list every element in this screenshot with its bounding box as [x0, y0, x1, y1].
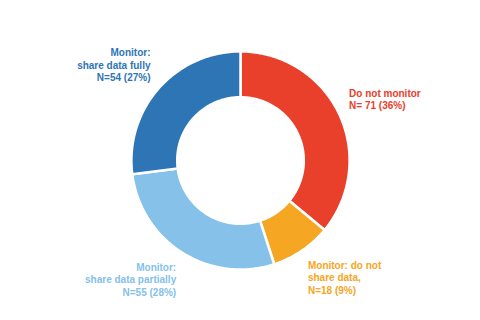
svg-text:Do not monitorN= 71 (36%): Do not monitorN= 71 (36%): [349, 88, 421, 112]
svg-text:Monitor:share data partiallyN=: Monitor:share data partiallyN=55 (28%): [85, 262, 177, 298]
svg-text:Monitor: do notshare data,N=18: Monitor: do notshare data,N=18 (9%): [308, 260, 382, 296]
svg-text:Monitor:share data fullyN=54 (: Monitor:share data fullyN=54 (27%): [77, 47, 151, 83]
